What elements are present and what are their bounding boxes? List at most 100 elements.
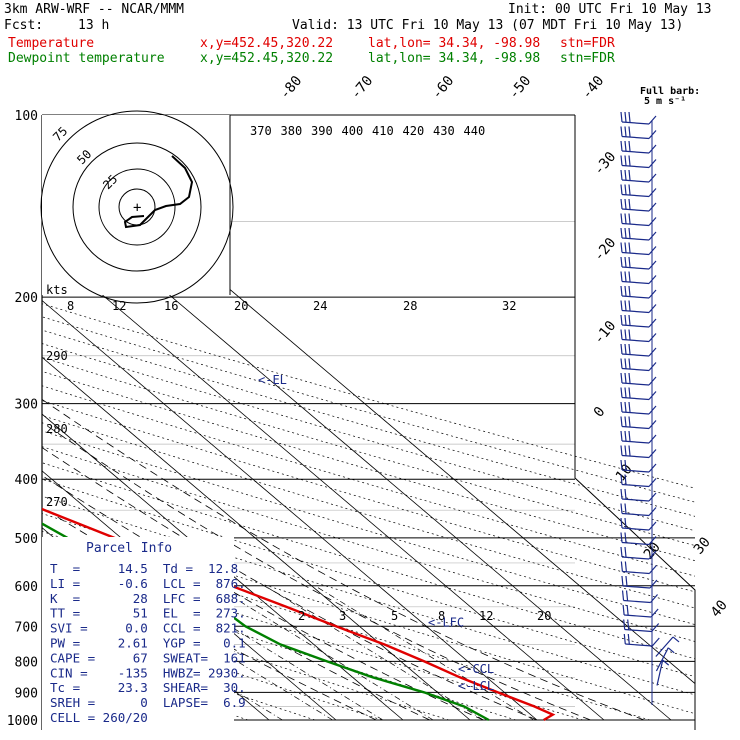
parcel-marker-label: <-CCL [458, 662, 494, 676]
temperature-profile [42, 507, 556, 722]
parcel-info-row: LI = -0.6 LCL = 876. [50, 576, 246, 591]
theta-label: 280 [46, 422, 68, 436]
barb-shaft [621, 556, 650, 560]
wind-barb [620, 314, 657, 328]
barb-shaft [621, 353, 650, 357]
barb-flag [624, 372, 627, 384]
barb-flag [621, 575, 624, 587]
forecast-label: Fcst: [4, 18, 44, 33]
barb-flag [628, 430, 631, 442]
parcel-marker-label: <-LFC [428, 616, 464, 630]
barb-flag [624, 242, 627, 253]
pressure-label: 800 [15, 655, 38, 670]
wind-barb [620, 416, 657, 430]
barb-shaft [621, 179, 650, 183]
speed-tick-label: 8 [67, 299, 74, 313]
wind-barb [620, 271, 657, 285]
barb-flag [620, 343, 623, 355]
barb-flag [620, 140, 623, 152]
barb-shaft [622, 585, 651, 589]
dewpoint-xy: x,y=452.45,320.22 [200, 51, 334, 66]
barb-flag [620, 561, 623, 572]
barb-flag [620, 198, 623, 210]
barb-flag [625, 575, 628, 587]
barb-shaft [621, 338, 650, 343]
barb-shaft [621, 396, 650, 401]
barb-flag [622, 604, 625, 616]
isotherm-label: -10 [591, 318, 620, 348]
barb-flag [620, 459, 623, 471]
barb-shaft [621, 498, 650, 502]
forecast-hour: 13 h [78, 18, 110, 33]
isotherm-label: -70 [348, 73, 377, 103]
speed-tick-label: 20 [234, 299, 248, 313]
barb-shaft [621, 251, 650, 256]
pressure-label: 400 [15, 473, 38, 488]
barb-flag [620, 285, 623, 297]
theta-label: 430 [433, 124, 455, 138]
barb-flag [623, 633, 626, 645]
barb-shaft [621, 382, 650, 386]
barb-flag [628, 169, 631, 181]
mixing-ratio-line [264, 585, 484, 721]
barb-flag [624, 126, 627, 137]
dewpoint-legend: Dewpoint temperature [8, 51, 165, 66]
wind-barb [620, 343, 657, 357]
barb-shaft [621, 440, 650, 444]
barb-flag [620, 401, 623, 413]
barb-flag [628, 401, 631, 413]
barb-flag [624, 430, 627, 442]
parcel-info-row: SREH = 0 LAPSE= 6.9 [50, 695, 246, 710]
barb-flag [624, 546, 627, 558]
barb-flag [620, 155, 623, 166]
barb-flag [628, 155, 631, 166]
wind-barb [620, 285, 657, 299]
barb-flag [628, 343, 631, 355]
speed-tick-label: 28 [403, 299, 417, 313]
temperature-latlon: lat,lon= 34.34, -98.98 [368, 36, 541, 51]
isotherm-line [0, 115, 1, 720]
wind-barb [620, 227, 657, 241]
dry-adiabat [42, 430, 695, 625]
theta-label: 440 [464, 124, 486, 138]
barb-flag [624, 488, 627, 500]
barb-flag [628, 358, 631, 369]
barb-flag [624, 503, 627, 514]
barb-flag [628, 213, 631, 224]
barb-flag [620, 213, 623, 224]
wind-barb [620, 387, 657, 401]
parcel-info-row: Tc = 23.3 SHEAR= 30. [50, 680, 246, 695]
wind-barb [620, 140, 657, 154]
barb-shaft [621, 208, 650, 212]
barb-shaft [621, 135, 650, 140]
dry-adiabat [42, 462, 695, 660]
barb-flag [624, 184, 627, 195]
barb-flag [620, 227, 623, 239]
barb-flag [624, 459, 627, 471]
barb-flag [627, 633, 630, 645]
barb-shaft [621, 150, 650, 154]
barb-flag [628, 329, 631, 340]
hodograph-center: + [133, 200, 141, 216]
wind-barb [620, 488, 657, 502]
barb-flag [624, 169, 627, 181]
moist-adiabat [42, 421, 591, 721]
barb-flag [662, 659, 670, 666]
dry-adiabat [42, 415, 695, 609]
wind-barb [620, 503, 657, 517]
isotherm-label: 40 [708, 597, 731, 620]
barb-flag [624, 256, 627, 268]
hodograph-trace [123, 155, 194, 229]
barb-flag [620, 387, 623, 398]
wind-barb [620, 532, 657, 546]
right-boundary [574, 115, 696, 730]
wind-barb [620, 256, 657, 270]
wind-barb [620, 198, 657, 212]
isotherm-label: -80 [277, 73, 306, 103]
pressure-label: 300 [15, 398, 38, 413]
wind-barb [620, 358, 657, 372]
dewpoint-profile [42, 522, 490, 722]
parcel-info-panel: Parcel Info T = 14.5 Td = 12.8LI = -0.6 … [42, 537, 246, 730]
parcel-info-row: CELL = 260/20 [50, 710, 148, 725]
hodograph-axis-label: kts [46, 283, 68, 297]
